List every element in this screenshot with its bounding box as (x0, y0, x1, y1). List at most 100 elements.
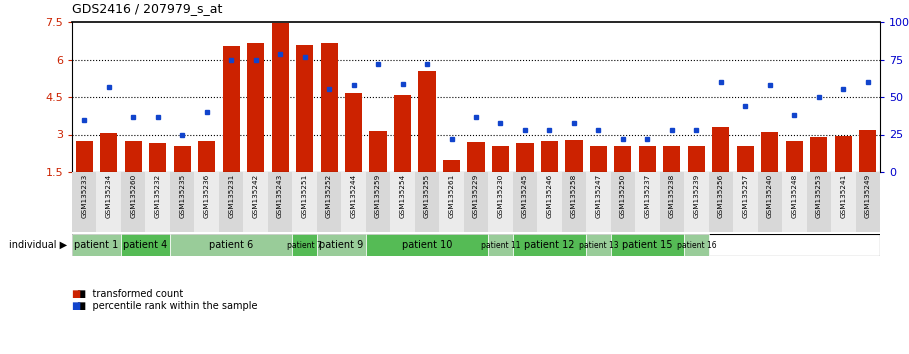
Bar (611, 172, 635, 232)
Bar (664, 146, 681, 172)
Text: patient 4: patient 4 (124, 240, 167, 250)
Bar (590, 146, 607, 172)
Bar (369, 131, 386, 172)
Bar (684, 172, 709, 232)
Bar (96, 172, 121, 232)
Bar (831, 172, 855, 232)
Bar (541, 141, 558, 172)
Text: patient 10: patient 10 (402, 240, 452, 250)
Bar (513, 172, 537, 232)
Text: GSM135260: GSM135260 (130, 174, 136, 218)
Bar (782, 172, 806, 232)
Bar (492, 146, 509, 172)
Text: ■: ■ (71, 302, 80, 312)
Text: GSM135241: GSM135241 (840, 174, 846, 218)
Bar (72, 172, 96, 232)
Bar (660, 172, 684, 232)
Text: GSM135247: GSM135247 (595, 174, 602, 218)
Bar (537, 172, 562, 232)
Text: GSM135238: GSM135238 (669, 174, 674, 218)
Bar (488, 234, 513, 256)
Bar (121, 234, 170, 256)
Bar (565, 139, 583, 172)
Bar (293, 172, 317, 232)
Bar (761, 132, 778, 172)
Bar (365, 234, 488, 256)
Text: patient 1: patient 1 (75, 240, 118, 250)
Text: patient 16: patient 16 (676, 240, 716, 250)
Bar (75, 141, 93, 172)
Text: GSM135255: GSM135255 (424, 174, 430, 218)
Bar (174, 146, 191, 172)
Bar (145, 172, 170, 232)
Text: patient 12: patient 12 (524, 240, 574, 250)
Bar (394, 95, 411, 172)
Bar (733, 172, 757, 232)
Text: individual ▶: individual ▶ (9, 240, 67, 250)
Text: GSM135248: GSM135248 (792, 174, 797, 218)
Text: GSM135234: GSM135234 (105, 174, 112, 218)
Bar (586, 234, 611, 256)
Text: GSM135261: GSM135261 (448, 174, 454, 218)
Bar (390, 172, 415, 232)
Text: GSM135257: GSM135257 (743, 174, 748, 218)
Bar (688, 146, 705, 172)
Text: GSM135252: GSM135252 (326, 174, 332, 218)
Text: patient 15: patient 15 (622, 240, 673, 250)
Text: GSM135237: GSM135237 (644, 174, 651, 218)
Bar (170, 234, 293, 256)
Bar (125, 141, 142, 172)
Bar (418, 71, 435, 172)
Bar (317, 234, 365, 256)
Bar (464, 172, 488, 232)
Text: ■  transformed count: ■ transformed count (76, 289, 183, 299)
Bar (806, 172, 831, 232)
Bar (810, 137, 827, 172)
Bar (439, 172, 464, 232)
Text: GSM135242: GSM135242 (253, 174, 259, 218)
Bar (272, 23, 289, 172)
Text: GSM135236: GSM135236 (204, 174, 210, 218)
Text: ■: ■ (71, 289, 80, 299)
Bar (834, 136, 852, 172)
Bar (785, 141, 803, 172)
Text: GSM135256: GSM135256 (718, 174, 724, 218)
Text: GSM135243: GSM135243 (277, 174, 283, 218)
Bar (293, 234, 317, 256)
Bar (513, 234, 586, 256)
Text: GSM135230: GSM135230 (497, 174, 504, 218)
Bar (516, 143, 534, 172)
Text: GSM135245: GSM135245 (522, 174, 528, 218)
Text: GSM135250: GSM135250 (620, 174, 626, 218)
Bar (562, 172, 586, 232)
Text: GSM135258: GSM135258 (571, 174, 577, 218)
Text: GSM135240: GSM135240 (767, 174, 773, 218)
Bar (121, 172, 145, 232)
Bar (365, 172, 390, 232)
Text: patient 9: patient 9 (319, 240, 364, 250)
Bar (859, 130, 876, 172)
Text: GSM135249: GSM135249 (864, 174, 871, 218)
Text: GSM135254: GSM135254 (400, 174, 405, 218)
Text: GSM135232: GSM135232 (155, 174, 161, 218)
Bar (611, 234, 684, 256)
Bar (855, 172, 880, 232)
Text: patient 13: patient 13 (579, 240, 618, 250)
Bar (247, 43, 265, 172)
Bar (244, 172, 268, 232)
Text: patient 6: patient 6 (209, 240, 254, 250)
Text: patient 7: patient 7 (287, 240, 322, 250)
Bar (317, 172, 342, 232)
Bar (443, 160, 460, 172)
Bar (321, 43, 337, 172)
Text: GDS2416 / 207979_s_at: GDS2416 / 207979_s_at (72, 2, 223, 15)
Text: GSM135235: GSM135235 (179, 174, 185, 218)
Text: ■  percentile rank within the sample: ■ percentile rank within the sample (76, 302, 257, 312)
Bar (72, 234, 121, 256)
Bar (757, 172, 782, 232)
Bar (100, 133, 117, 172)
Text: GSM135231: GSM135231 (228, 174, 235, 218)
Bar (488, 172, 513, 232)
Bar (737, 146, 754, 172)
Text: patient 11: patient 11 (481, 240, 520, 250)
